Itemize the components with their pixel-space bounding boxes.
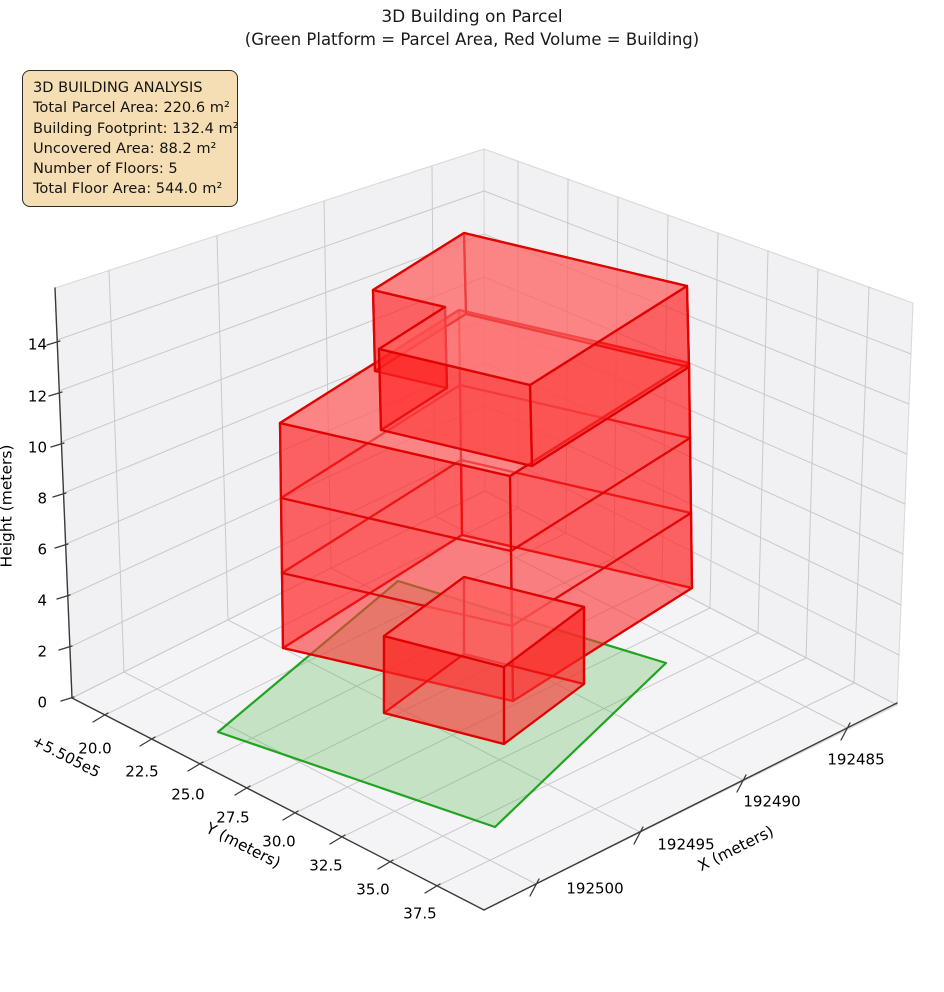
y-tick [92, 712, 109, 723]
x-tick [840, 722, 851, 741]
y-axis-spine [71, 697, 485, 911]
z-tick-label: 8 [37, 490, 47, 508]
y-tick [282, 810, 299, 821]
grid-floor-y [151, 532, 567, 740]
x-tick [736, 774, 747, 793]
grid-z [60, 276, 485, 443]
x-tick-label: 192500 [566, 880, 623, 898]
z-axis-label: Height (meters) [0, 445, 16, 568]
info-box-line: Uncovered Area: 88.2 m² [33, 139, 217, 157]
z-tick-label: 6 [37, 541, 47, 559]
building-groundbox-top-face [382, 575, 586, 669]
info-box-line: Number of Floors: 5 [33, 160, 178, 178]
y-tick [377, 859, 394, 870]
x-tick-label: 192490 [743, 793, 800, 811]
grid-z [56, 190, 485, 341]
floor-line [279, 496, 513, 553]
grid-z [69, 447, 486, 648]
z-tick [58, 645, 73, 651]
grid-floor-y [389, 657, 807, 863]
z-tick [46, 340, 61, 346]
grid-z [71, 490, 486, 699]
chart-subtitle: (Green Platform = Parcel Area, Red Volum… [244, 30, 700, 49]
y-tick-label: 27.5 [216, 809, 249, 827]
z-tick-label: 0 [37, 694, 47, 712]
grid-z [58, 233, 485, 392]
z-tick-label: 4 [37, 592, 47, 610]
x-tick-label: 192495 [657, 836, 714, 854]
z-tick [50, 442, 65, 448]
y-tick-label: 20.0 [78, 740, 111, 758]
y-tick [139, 736, 156, 747]
y-tick-label: 35.0 [356, 881, 389, 899]
y-tick-label: 30.0 [262, 833, 295, 851]
grid-z [483, 190, 912, 355]
y-tick [424, 883, 441, 894]
y-tick-label: 22.5 [125, 763, 158, 781]
floor-line [509, 436, 692, 553]
z-axis-spine [54, 287, 73, 699]
y-tick [234, 785, 251, 796]
z-tick-label: 12 [28, 388, 47, 406]
z-tick [52, 492, 67, 498]
x-tick [633, 826, 644, 845]
y-tick [329, 834, 346, 845]
x-tick-label: 192485 [827, 751, 884, 769]
grid-floor-x [123, 671, 537, 885]
grid-floor-y [294, 607, 711, 814]
grid-floor-y [436, 682, 855, 887]
y-tick [187, 761, 204, 772]
floor-line [280, 458, 463, 575]
z-tick [60, 696, 75, 702]
info-box-line: Total Floor Area: 544.0 m² [33, 180, 223, 198]
chart-title: 3D Building on Parcel [381, 7, 563, 27]
info-box-line: Total Parcel Area: 220.6 m² [33, 99, 230, 117]
y-tick-label: 37.5 [403, 905, 436, 923]
z-tick [54, 543, 69, 549]
info-box-line: Building Footprint: 132.4 m² [33, 119, 239, 137]
info-box-line: 3D BUILDING ANALYSIS [33, 79, 203, 96]
x-tick [529, 878, 540, 897]
grid-floor-y [246, 582, 663, 789]
z-tick [56, 594, 71, 600]
grid-floor-x [434, 515, 848, 729]
grid-floor-x [330, 567, 744, 781]
y-tick-label: 32.5 [309, 857, 342, 875]
grid-floor-y [199, 557, 615, 765]
grid-floor-y [341, 632, 759, 838]
z-tick-label: 10 [28, 439, 47, 457]
z-tick-label: 2 [37, 643, 47, 661]
analysis-info-box: 3D BUILDING ANALYSIS Total Parcel Area: 2… [22, 70, 239, 207]
parcel-platform [216, 579, 668, 829]
z-tick [48, 391, 63, 397]
z-tick-label: 14 [28, 336, 47, 354]
x-axis-spine [483, 702, 898, 911]
building-topfloor-top-face [371, 231, 689, 387]
grid-z [484, 490, 898, 706]
y-tick-label: 25.0 [171, 786, 204, 804]
title-block: 3D Building on Parcel (Green Platform = … [0, 6, 944, 51]
